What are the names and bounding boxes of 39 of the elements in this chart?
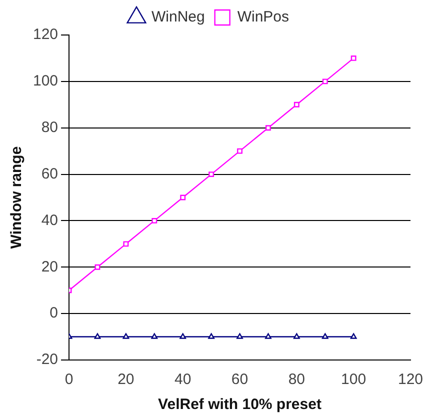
point [350, 333, 357, 339]
point [265, 333, 272, 339]
point [152, 218, 158, 224]
point [122, 333, 130, 339]
point [94, 264, 100, 270]
x-tick-label: 100 [341, 371, 366, 388]
x-tick-label: 40 [174, 371, 192, 388]
point [180, 333, 186, 339]
point [151, 333, 158, 339]
point [293, 333, 300, 339]
y-tick-label: 40 [41, 212, 58, 229]
y-axis-title: Window range [8, 146, 26, 249]
point [94, 333, 101, 339]
point [322, 78, 328, 84]
legend-label: WinPos [237, 8, 290, 26]
y-tick-label: 20 [41, 258, 58, 276]
y-tick-label: -20 [36, 351, 58, 368]
point [123, 241, 129, 247]
point [265, 125, 271, 131]
legend-label: WinNeg [151, 8, 205, 26]
point [208, 333, 214, 339]
y-tick-label: 120 [32, 26, 58, 44]
x-tick-label: 120 [398, 371, 423, 388]
point [294, 102, 300, 108]
x-tick-label: 0 [64, 371, 74, 388]
point [180, 194, 186, 200]
x-tick-label: 60 [231, 371, 248, 388]
x-tick-label: 20 [118, 371, 134, 388]
y-tick-label: 80 [41, 119, 58, 136]
y-tick-label: 60 [41, 165, 58, 182]
x-tick-label: 80 [288, 371, 306, 388]
y-tick-label: 0 [50, 304, 58, 322]
point [237, 148, 242, 154]
point [322, 333, 328, 339]
point [236, 333, 243, 339]
x-axis-title: VelRef with 10% preset [158, 396, 322, 414]
y-tick-label: 100 [32, 72, 58, 90]
point [350, 55, 356, 61]
point [208, 172, 214, 178]
